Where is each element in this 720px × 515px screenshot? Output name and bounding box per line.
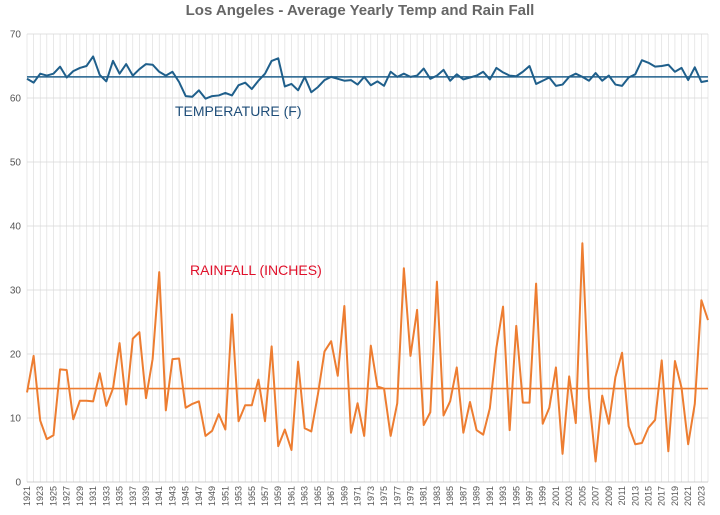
x-tick-label: 1925 [48, 486, 58, 506]
rainfall-series-label: RAINFALL (INCHES) [190, 262, 322, 278]
x-tick-label: 2021 [683, 486, 693, 506]
x-tick-label: 1943 [167, 486, 177, 506]
x-tick-label: 1929 [75, 486, 85, 506]
x-tick-label: 1947 [194, 486, 204, 506]
x-tick-label: 1993 [498, 486, 508, 506]
x-tick-label: 1987 [458, 486, 468, 506]
x-tick-label: 1965 [313, 486, 323, 506]
x-tick-label: 1953 [234, 486, 244, 506]
x-tick-label: 1939 [141, 486, 151, 506]
x-tick-label: 1957 [260, 486, 270, 506]
y-tick-label: 10 [10, 414, 22, 425]
x-tick-label: 1955 [247, 486, 257, 506]
x-tick-label: 1961 [286, 486, 296, 506]
y-axis: 0 10 20 30 40 50 60 70 [10, 30, 22, 489]
y-tick-label: 30 [10, 286, 22, 297]
y-tick-label: 40 [10, 222, 22, 233]
x-tick-label: 2007 [591, 486, 601, 506]
x-tick-label: 1951 [220, 486, 230, 506]
x-tick-label: 1967 [326, 486, 336, 506]
x-tick-label: 1969 [339, 486, 349, 506]
x-tick-label: 1935 [115, 486, 125, 506]
x-tick-label: 1985 [445, 486, 455, 506]
y-tick-label: 60 [10, 94, 22, 105]
x-tick-label: 1927 [62, 486, 72, 506]
x-tick-label: 1995 [511, 486, 521, 506]
x-tick-label: 1999 [538, 486, 548, 506]
chart-title: Los Angeles - Average Yearly Temp and Ra… [185, 2, 535, 19]
x-tick-label: 1975 [379, 486, 389, 506]
x-tick-label: 2015 [643, 486, 653, 506]
x-tick-label: 2003 [564, 486, 574, 506]
series-lines [26, 55, 709, 463]
x-tick-label: 1949 [207, 486, 217, 506]
x-tick-label: 1981 [419, 486, 429, 506]
x-tick-label: 1983 [432, 486, 442, 506]
x-tick-label: 2023 [696, 486, 706, 506]
x-tick-label: 1945 [181, 486, 191, 506]
y-tick-label: 50 [10, 158, 22, 169]
temperature-series-line [26, 55, 709, 100]
x-tick-label: 2009 [604, 486, 614, 506]
x-tick-label: 1963 [300, 486, 310, 506]
y-tick-label: 70 [10, 30, 22, 41]
x-tick-label: 1971 [353, 486, 363, 506]
x-tick-label: 1977 [392, 486, 402, 506]
x-tick-label: 1937 [128, 486, 138, 506]
x-tick-label: 1921 [22, 486, 32, 506]
x-tick-label: 2013 [630, 486, 640, 506]
trend-lines [27, 76, 708, 390]
temperature-series-label: TEMPERATURE (F) [175, 103, 302, 119]
x-tick-label: 2019 [670, 486, 680, 506]
x-tick-label: 1933 [101, 486, 111, 506]
x-tick-label: 2001 [551, 486, 561, 506]
x-tick-label: 2017 [657, 486, 667, 506]
x-tick-label: 1959 [273, 486, 283, 506]
x-axis: 1921 1923 1925 1927 1929 1931 1933 1935 1937 1939… [22, 486, 706, 506]
x-tick-label: 2011 [617, 486, 627, 505]
x-tick-label: 1923 [35, 486, 45, 506]
x-tick-label: 1997 [524, 486, 534, 506]
x-tick-label: 2005 [577, 486, 587, 506]
y-tick-label: 0 [15, 478, 21, 489]
x-tick-label: 1941 [154, 486, 164, 506]
x-tick-label: 1989 [472, 486, 482, 506]
grid-layer [26, 33, 709, 483]
x-tick-label: 1991 [485, 486, 495, 506]
x-tick-label: 1931 [88, 486, 98, 506]
y-tick-label: 20 [10, 350, 22, 361]
x-tick-label: 1979 [405, 486, 415, 506]
x-tick-label: 1973 [366, 486, 376, 506]
rainfall-series-line [26, 242, 709, 463]
